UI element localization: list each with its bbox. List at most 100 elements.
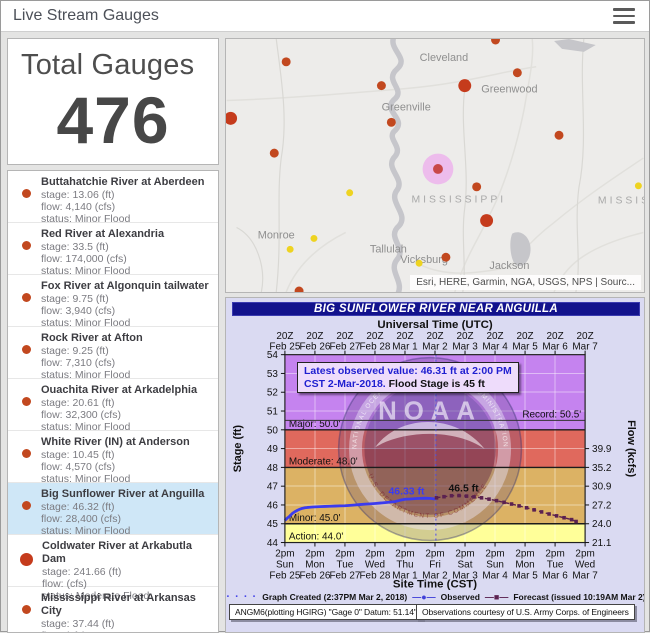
legend-forecast-label: Forecast (issued 10:19AM Mar 2) bbox=[513, 592, 645, 602]
gauge-item-text: White River (IN) at Anderson stage: 10.45… bbox=[41, 436, 190, 485]
gauge-marker[interactable] bbox=[376, 81, 386, 91]
svg-text:2pm: 2pm bbox=[365, 548, 384, 559]
gauge-marker[interactable] bbox=[281, 57, 291, 67]
svg-text:Fri: Fri bbox=[429, 559, 441, 570]
gauge-marker[interactable] bbox=[512, 68, 522, 78]
svg-text:Mar 2: Mar 2 bbox=[422, 342, 448, 353]
map-canvas[interactable]: Cleveland Greenwood Greenville MISSISSIPPI M… bbox=[226, 39, 644, 292]
forecast-markers bbox=[434, 493, 578, 524]
gauge-item-text: Fox River at Algonquin tailwater stage: 9… bbox=[41, 280, 209, 329]
gauge-list-item[interactable]: Big Sunflower River at Anguilla stage: 46… bbox=[8, 483, 218, 537]
flood-thresholds: Action: 44.0' Minor: 45.0' Moderate: 48.0'… bbox=[284, 409, 586, 543]
gauge-marker[interactable] bbox=[310, 234, 318, 242]
gauge-status-dot bbox=[22, 293, 31, 302]
svg-text:20Z: 20Z bbox=[336, 331, 353, 342]
gauge-list-panel: Buttahatchie River at Aberdeen stage: 13.… bbox=[7, 170, 219, 633]
gauge-marker[interactable] bbox=[441, 252, 451, 262]
svg-text:Record: 50.5': Record: 50.5' bbox=[522, 409, 581, 420]
map-label-tallulah: Tallulah bbox=[370, 243, 407, 255]
selected-gauge-marker[interactable] bbox=[433, 164, 443, 174]
gauge-item-text: Buttahatchie River at Aberdeen stage: 13.… bbox=[41, 176, 204, 225]
gauge-list-item[interactable]: Ouachita River at Arkadelphia stage: 20.6… bbox=[8, 379, 218, 433]
gauge-status-dot bbox=[22, 397, 31, 406]
svg-text:Wed: Wed bbox=[365, 559, 385, 570]
forecast-peak-label: 46.5 ft bbox=[448, 483, 479, 494]
gauge-list-item[interactable]: Fox River at Algonquin tailwater stage: 9… bbox=[8, 275, 218, 329]
map-minor-rivers bbox=[236, 39, 585, 292]
legend-created-glyph: · · · · bbox=[226, 591, 258, 603]
svg-text:20Z: 20Z bbox=[486, 331, 503, 342]
gauge-stage: stage: 9.25 (ft) bbox=[41, 345, 109, 357]
gauge-marker[interactable] bbox=[294, 286, 304, 292]
svg-text:Sat: Sat bbox=[458, 559, 473, 570]
svg-text:Mar 3: Mar 3 bbox=[452, 570, 478, 581]
total-gauges-value: 476 bbox=[56, 83, 170, 157]
gauge-marker[interactable] bbox=[472, 182, 482, 192]
gauge-status: status: Minor Flood bbox=[41, 265, 131, 277]
svg-text:Mar 5: Mar 5 bbox=[512, 342, 538, 353]
gauge-marker[interactable] bbox=[269, 148, 279, 158]
svg-text:Feb 28: Feb 28 bbox=[359, 342, 390, 353]
gauge-marker[interactable] bbox=[458, 79, 472, 93]
svg-text:20Z: 20Z bbox=[516, 331, 533, 342]
svg-text:27.2: 27.2 bbox=[592, 500, 612, 511]
svg-text:2pm: 2pm bbox=[545, 548, 564, 559]
gauge-stage: stage: 46.32 (ft) bbox=[41, 501, 115, 513]
svg-text:20Z: 20Z bbox=[396, 331, 413, 342]
gauge-list-item[interactable]: Buttahatchie River at Aberdeen stage: 13.… bbox=[8, 171, 218, 225]
svg-text:Feb 27: Feb 27 bbox=[329, 570, 360, 581]
svg-text:Mar 6: Mar 6 bbox=[542, 570, 568, 581]
flood-category-bands bbox=[284, 354, 586, 543]
gauge-stage: stage: 10.45 (ft) bbox=[41, 449, 115, 461]
gauge-marker[interactable] bbox=[480, 214, 494, 228]
hamburger-menu-icon[interactable] bbox=[613, 8, 635, 24]
svg-text:Mar 1: Mar 1 bbox=[392, 342, 418, 353]
map-panel[interactable]: Cleveland Greenwood Greenville MISSISSIPPI M… bbox=[225, 38, 645, 293]
svg-text:Mon: Mon bbox=[515, 559, 534, 570]
gauge-list-item[interactable]: Mississippi River at Arkansas City stage:… bbox=[8, 587, 218, 632]
gauge-list-item[interactable]: Red River at Alexandria stage: 33.5 (ft) f… bbox=[8, 223, 218, 277]
gauge-marker[interactable] bbox=[386, 117, 396, 127]
gauge-status: status: Minor Flood bbox=[41, 525, 131, 537]
svg-text:46: 46 bbox=[267, 500, 279, 511]
gauge-marker[interactable] bbox=[346, 189, 354, 197]
gauge-list-item[interactable]: White River (IN) at Anderson stage: 10.45… bbox=[8, 431, 218, 485]
gauge-name: Coldwater River at Arkabutla Dam bbox=[42, 540, 192, 565]
gauge-marker[interactable] bbox=[415, 259, 423, 267]
observations-credit-note: Observations courtesy of U.S. Army Corps… bbox=[416, 604, 635, 620]
legend-observed-glyph: —●— bbox=[412, 592, 436, 602]
svg-text:Universal Time (UTC): Universal Time (UTC) bbox=[377, 319, 493, 331]
gauge-stage: stage: 37.44 (ft) bbox=[41, 618, 115, 630]
gauge-item-text: Mississippi River at Arkansas City stage:… bbox=[41, 592, 212, 632]
map-label-vicksburg: Vicksburg bbox=[400, 254, 448, 266]
gauge-marker[interactable] bbox=[491, 39, 500, 45]
gauge-name: Red River at Alexandria bbox=[41, 228, 165, 240]
svg-text:54: 54 bbox=[267, 350, 279, 361]
gauge-stage: stage: 33.5 (ft) bbox=[41, 241, 109, 253]
gauge-marker[interactable] bbox=[286, 245, 294, 253]
gauge-status-dot bbox=[22, 605, 31, 614]
svg-text:Wed: Wed bbox=[575, 559, 595, 570]
hamburger-bar bbox=[613, 8, 635, 11]
svg-text:49: 49 bbox=[267, 444, 279, 455]
svg-text:2pm: 2pm bbox=[455, 548, 474, 559]
svg-text:20Z: 20Z bbox=[306, 331, 323, 342]
gauge-flow: flow: 28,400 (cfs) bbox=[41, 513, 121, 525]
callout-line1: Latest observed value: 46.31 ft at 2:00 … bbox=[304, 365, 512, 377]
gauge-marker[interactable] bbox=[226, 111, 238, 125]
observed-series bbox=[283, 496, 436, 522]
gauge-item-text: Red River at Alexandria stage: 33.5 (ft) f… bbox=[41, 228, 164, 277]
gauge-marker[interactable] bbox=[634, 182, 642, 190]
gauge-name: Buttahatchie River at Aberdeen bbox=[41, 176, 205, 188]
gauge-marker[interactable] bbox=[554, 130, 564, 140]
gauge-name: Mississippi River at Arkansas City bbox=[41, 592, 196, 617]
gauge-list-item[interactable]: Coldwater River at Arkabutla Dam stage: 2… bbox=[8, 535, 218, 602]
gauge-status-dot bbox=[20, 553, 33, 566]
svg-text:Tue: Tue bbox=[337, 559, 354, 570]
gauge-flow: flow: 4,140 (cfs) bbox=[41, 201, 116, 213]
mississippi-river bbox=[388, 39, 405, 292]
svg-text:21.1: 21.1 bbox=[592, 538, 612, 549]
gauge-list-item[interactable]: Rock River at Afton stage: 9.25 (ft) flow:… bbox=[8, 327, 218, 381]
gauge-name: Ouachita River at Arkadelphia bbox=[41, 384, 198, 396]
